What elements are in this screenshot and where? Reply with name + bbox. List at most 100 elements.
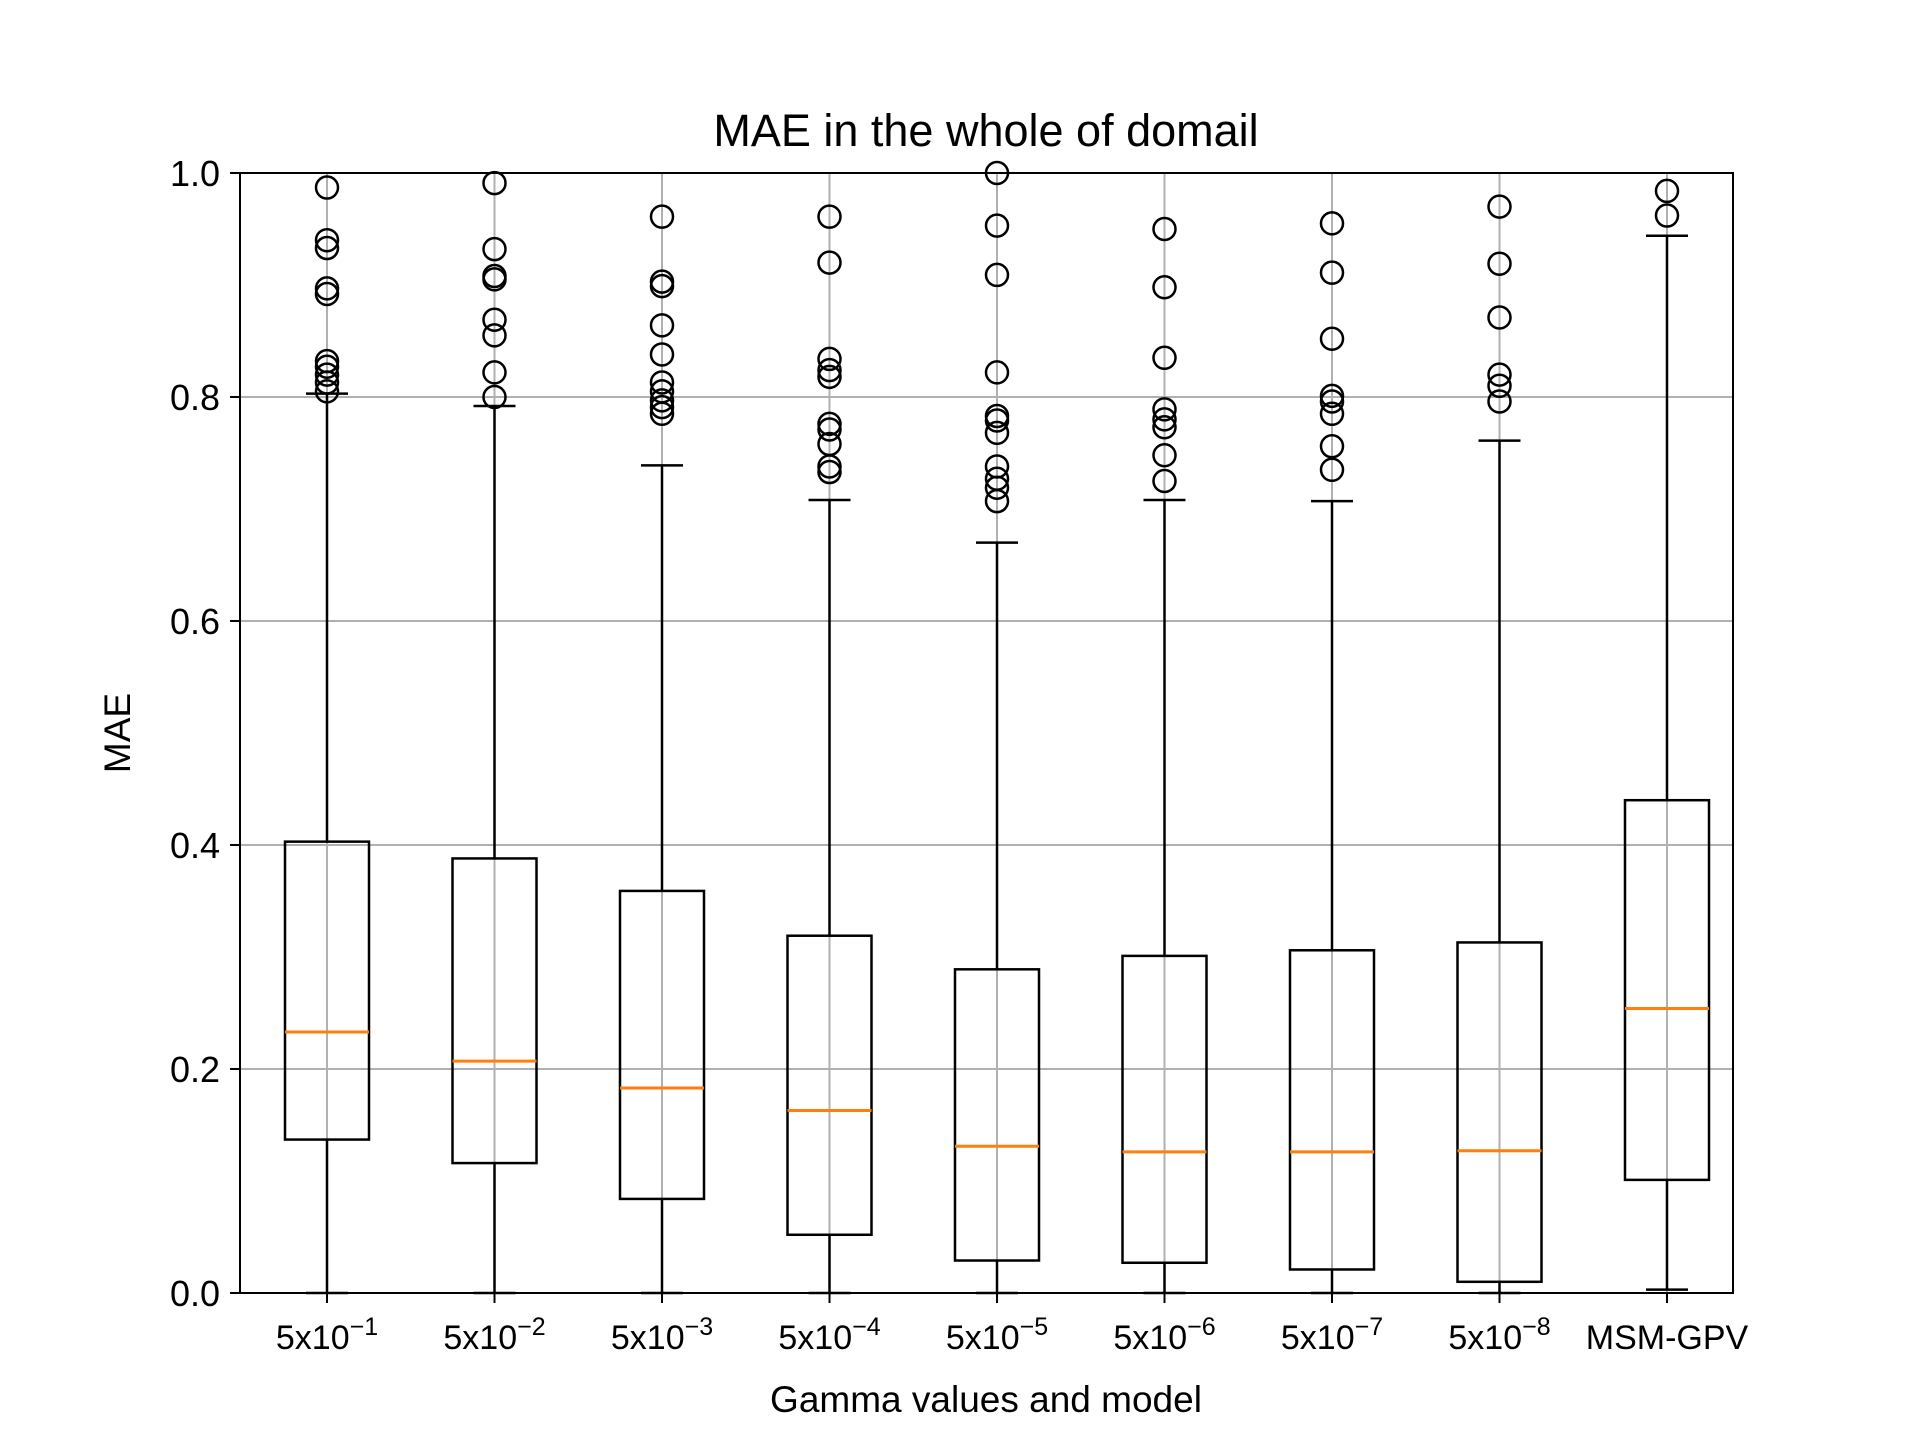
x-tick-label: 5x10−6: [1113, 1313, 1215, 1357]
x-tick-label: 5x10−4: [778, 1313, 880, 1357]
outlier-point: [649, 370, 675, 395]
outlier-point: [1319, 260, 1345, 285]
outlier-point: [817, 454, 842, 479]
outlier-point: [817, 459, 842, 485]
outlier-point: [984, 213, 1010, 238]
iqr-box: [283, 840, 371, 1141]
outlier-point: [1152, 397, 1177, 422]
outlier-point: [1152, 407, 1177, 432]
box-group: [1121, 216, 1208, 1295]
iqr-box: [618, 889, 706, 1201]
outlier-point: [649, 388, 675, 413]
iqr-box: [953, 968, 1041, 1262]
iqr-box: [451, 857, 538, 1165]
y-tick-label: 0.0: [170, 1273, 220, 1314]
outlier-point: [1319, 326, 1345, 352]
outlier-point: [1319, 457, 1345, 483]
iqr-box: [1456, 941, 1543, 1284]
outlier-point: [1152, 414, 1177, 440]
outlier-point: [817, 204, 842, 229]
outlier-point: [482, 360, 507, 385]
outlier-point: [1152, 345, 1177, 371]
outlier-point: [1487, 305, 1512, 330]
y-tick-label: 0.8: [170, 377, 220, 418]
outlier-point: [649, 313, 675, 338]
x-tick-label: 5x10−5: [946, 1313, 1048, 1357]
outlier-point: [1152, 274, 1177, 300]
box-group: [1623, 178, 1711, 1291]
outlier-point: [984, 408, 1010, 433]
x-tick-label: 5x10−1: [276, 1313, 378, 1357]
outlier-point: [1152, 442, 1177, 468]
outlier-point: [984, 360, 1010, 385]
y-tick-label: 0.4: [170, 825, 220, 866]
outlier-point: [649, 204, 675, 229]
outlier-point: [1487, 194, 1512, 219]
outlier-point: [817, 357, 842, 383]
outlier-point: [314, 281, 340, 307]
outlier-point: [1487, 389, 1512, 414]
iqr-box: [1121, 954, 1208, 1265]
outlier-point: [1319, 434, 1345, 459]
outlier-point: [649, 394, 675, 420]
box-group: [786, 204, 873, 1295]
outlier-point: [314, 370, 340, 395]
iqr-box: [1623, 798, 1711, 1182]
x-tick-label: 5x10−8: [1448, 1313, 1550, 1357]
outlier-point: [817, 364, 842, 390]
outlier-point: [1487, 251, 1512, 276]
outlier-point: [482, 267, 507, 292]
iqr-box: [1288, 949, 1376, 1271]
outlier-point: [314, 354, 340, 380]
outlier-point: [984, 475, 1010, 500]
outlier-point: [1319, 383, 1345, 409]
outlier-point: [1319, 401, 1345, 427]
x-tick-label: 5x10−3: [611, 1313, 713, 1357]
outlier-point: [1654, 178, 1680, 204]
x-axis-label: Gamma values and model: [770, 1379, 1202, 1420]
outlier-point: [1319, 389, 1345, 414]
outlier-point: [984, 488, 1010, 514]
outlier-point: [482, 236, 507, 262]
box-group: [618, 204, 706, 1295]
outlier-point: [314, 362, 340, 387]
y-tick-label: 1.0: [170, 153, 220, 194]
outlier-point: [984, 262, 1010, 288]
box-group: [451, 170, 538, 1295]
outlier-point: [817, 411, 842, 437]
outlier-point: [314, 276, 340, 301]
outlier-point: [314, 379, 340, 404]
outlier-point: [482, 323, 507, 348]
axes-frame: [239, 172, 1734, 1294]
outlier-point: [817, 250, 842, 275]
outlier-point: [1487, 373, 1512, 399]
x-tick-label: 5x10−7: [1281, 1313, 1383, 1357]
outlier-point: [1152, 468, 1177, 494]
outlier-point: [482, 307, 507, 332]
chart-title: MAE in the whole of domail: [713, 105, 1258, 156]
outlier-point: [1654, 203, 1680, 228]
y-tick-label: 0.6: [170, 601, 220, 642]
outlier-point: [817, 346, 842, 372]
outlier-point: [1487, 362, 1512, 387]
outlier-point: [649, 401, 675, 427]
outlier-point: [817, 417, 842, 442]
outlier-point: [482, 384, 507, 410]
x-tick-label: MSM-GPV: [1586, 1319, 1749, 1357]
x-tick-label: 5x10−2: [443, 1313, 545, 1357]
y-tick-label: 0.2: [170, 1049, 220, 1090]
outlier-point: [1152, 216, 1177, 242]
outlier-point: [314, 227, 340, 253]
y-axis-label: MAE: [97, 693, 138, 773]
outlier-point: [1319, 211, 1345, 236]
iqr-box: [786, 934, 873, 1237]
outlier-point: [314, 235, 340, 261]
outlier-point: [314, 175, 340, 200]
outlier-point: [649, 342, 675, 367]
ticks: 0.0 0.2 0.4 0.6 0.8 1.0 5x10−1 5x10−2 5x10−3 5x10…: [170, 153, 1749, 1357]
box-group: [953, 160, 1041, 1295]
outlier-point: [649, 273, 675, 299]
outlier-point: [984, 420, 1010, 446]
